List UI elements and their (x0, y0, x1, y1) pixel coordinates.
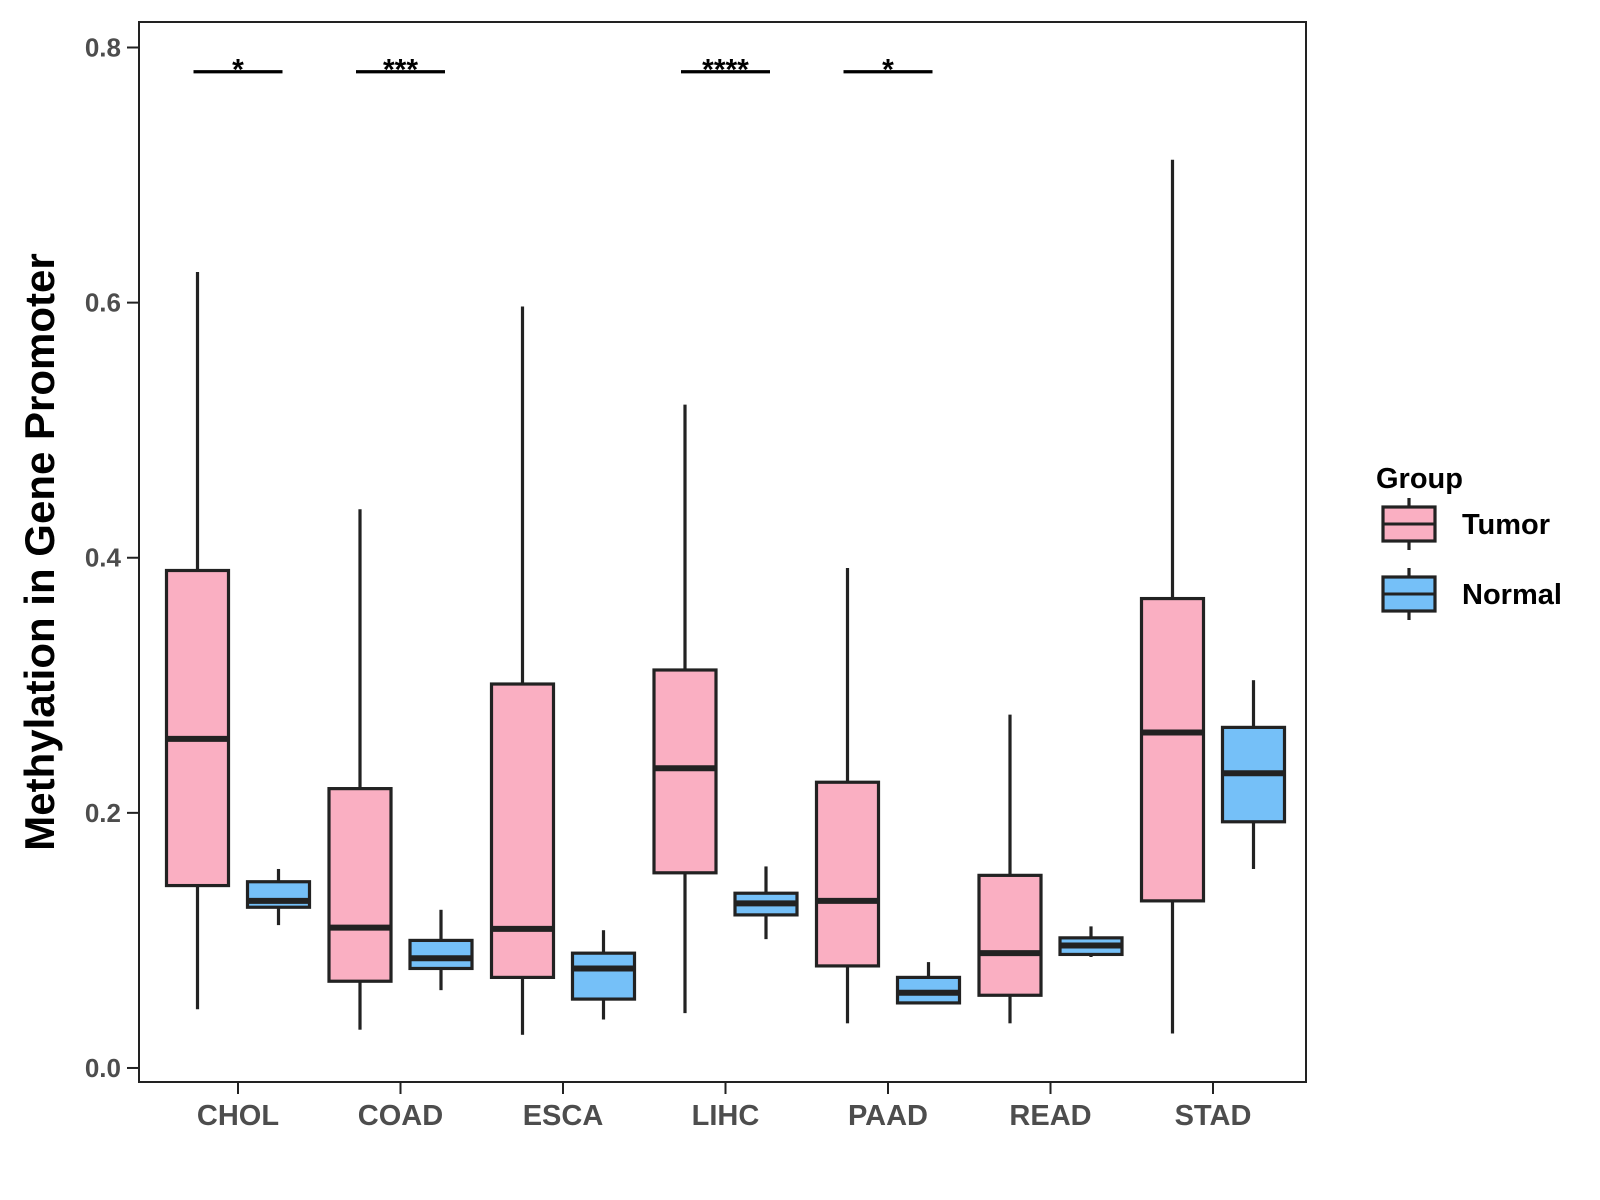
box-body (814, 780, 881, 968)
box-body (977, 873, 1043, 997)
y-tick-label: 0.2 (85, 798, 121, 828)
x-tick-label: CHOL (197, 1100, 279, 1132)
x-tick-label: STAD (1175, 1100, 1252, 1132)
significance-layer: * *** **** * (193, 54, 933, 87)
significance-label: * (232, 54, 244, 87)
x-axis: CHOL COAD ESCA LIHC PAAD READ STAD (197, 1082, 1251, 1132)
box-tumor-esca (489, 306, 556, 1035)
box-body (652, 668, 718, 875)
box-body (408, 938, 474, 971)
box-normal-stad (1220, 680, 1287, 869)
plot-panel (138, 21, 1307, 1083)
box-body (570, 951, 637, 1001)
y-axis: 0.0 0.2 0.4 0.6 0.8 (85, 33, 139, 1083)
x-tick-label: PAAD (848, 1100, 928, 1132)
significance-label: *** (383, 54, 418, 87)
box-normal-read (1058, 926, 1124, 957)
box-tumor-coad (327, 509, 393, 1030)
x-tick-label: LIHC (692, 1100, 760, 1132)
box-tumor-stad (1139, 159, 1206, 1034)
y-tick-label: 0.0 (85, 1053, 121, 1083)
box-tumor-chol (164, 272, 231, 1010)
y-axis-title: Methylation in Gene Promoter (16, 253, 63, 850)
box-normal-lihc (733, 866, 799, 940)
significance-label: **** (702, 54, 749, 87)
x-tick-label: ESCA (523, 1100, 604, 1132)
legend: Group Tumor Normal (1376, 463, 1562, 620)
legend-label-normal: Normal (1462, 579, 1562, 611)
box-tumor-read (977, 714, 1043, 1024)
legend-label-tumor: Tumor (1462, 509, 1550, 541)
y-tick-label: 0.8 (85, 33, 121, 63)
box-body (1139, 596, 1206, 903)
box-tumor-paad (814, 567, 881, 1024)
y-tick-label: 0.6 (85, 288, 121, 318)
box-tumor-lihc (652, 404, 718, 1014)
y-tick-label: 0.4 (85, 543, 122, 573)
box-body (164, 568, 231, 888)
box-body (327, 787, 393, 983)
x-tick-label: READ (1009, 1100, 1091, 1132)
box-normal-paad (895, 962, 962, 1005)
box-normal-coad (408, 909, 474, 991)
x-tick-label: COAD (358, 1100, 443, 1132)
boxes-layer (164, 159, 1287, 1035)
box-normal-esca (570, 930, 637, 1020)
legend-title: Group (1376, 463, 1463, 495)
significance-label: * (882, 54, 894, 87)
box-normal-chol (245, 868, 312, 926)
box-body (489, 682, 556, 980)
